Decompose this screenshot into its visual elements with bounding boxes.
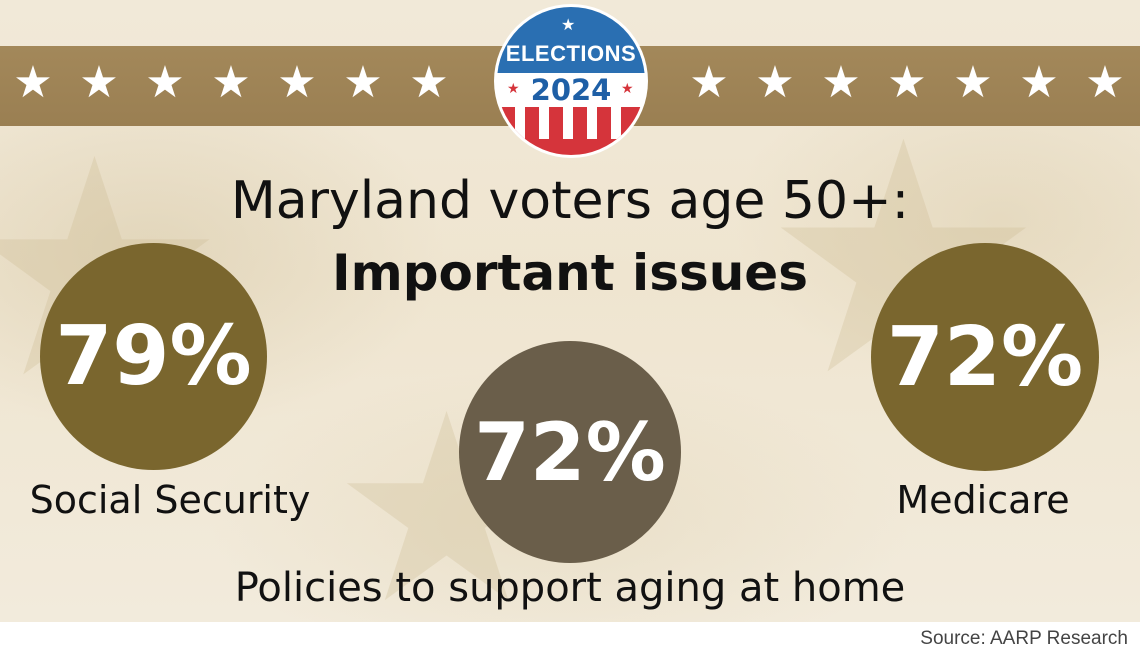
star-icon: ★ [755,57,795,108]
star-row-right: ★ ★ ★ ★ ★ ★ ★ [676,58,1138,108]
badge-stripe [563,103,573,139]
star-icon: ★ [145,57,185,108]
elections-badge: ★ ELECTIONS ★ ★ 2024 [497,7,645,155]
star-icon: ★ [79,57,119,108]
star-icon: ★ [953,57,993,108]
badge-title: ELECTIONS [505,41,637,66]
stat-circle-aging-at-home: 72% [459,341,681,563]
infographic-canvas: ★ ★ ★ ★ ★ ★ ★ ★ ★ ★ ★ ★ ★ ★ ★ ★ ★ ★ ELEC… [0,0,1140,622]
star-icon: ★ [689,57,729,108]
star-icon: ★ [1085,57,1125,108]
stat-label-medicare: Medicare [896,478,1070,522]
page-subtitle: Important issues [332,244,808,302]
stat-label-social-security: Social Security [29,478,311,522]
star-icon: ★ [343,57,383,108]
stat-circle-medicare: 72% [871,243,1099,471]
page-title: Maryland voters age 50+: [230,171,910,231]
badge-stripe [587,103,597,139]
stat-circle-social-security: 79% [40,243,267,470]
source-credit: Source: AARP Research [920,628,1128,649]
badge-star-icon: ★ [621,81,634,97]
stat-value: 79% [55,309,252,404]
badge-stripe [611,103,621,139]
badge-star-icon: ★ [507,81,520,97]
badge-stripe [539,103,549,139]
star-icon: ★ [277,57,317,108]
stat-label-aging-at-home: Policies to support aging at home [234,565,906,611]
badge-year: 2024 [530,73,612,107]
star-icon: ★ [409,57,449,108]
badge-white-field [497,73,645,107]
star-icon: ★ [821,57,861,108]
star-icon: ★ [1019,57,1059,108]
badge-blue-field [497,7,645,73]
badge-star-icon: ★ [561,15,576,34]
stat-value: 72% [474,405,666,499]
star-icon: ★ [13,57,53,108]
star-icon: ★ [887,57,927,108]
badge-stripe [515,103,525,139]
star-row-left: ★ ★ ★ ★ ★ ★ ★ [0,58,462,108]
stat-value: 72% [886,309,1084,405]
star-icon: ★ [211,57,251,108]
